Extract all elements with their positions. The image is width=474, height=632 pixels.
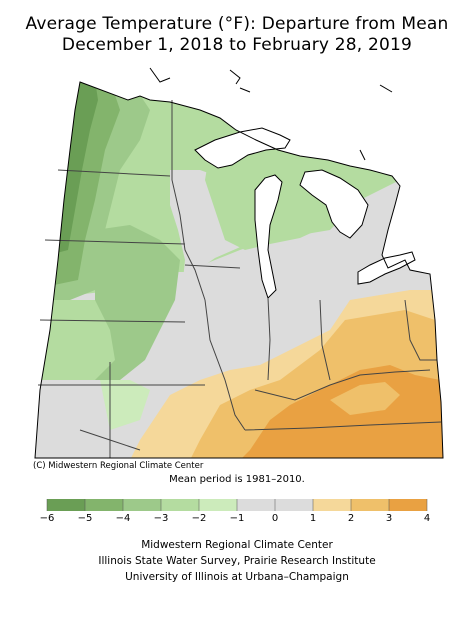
credit-line-2: Illinois State Water Survey, Prairie Res…	[98, 555, 376, 567]
legend-tick-label: −4	[115, 513, 131, 524]
map-outline	[34, 81, 444, 459]
legend-tick-label: −1	[229, 513, 245, 524]
border-ia-mn	[184, 264, 241, 269]
legend-bin	[313, 499, 351, 511]
legend-bin	[275, 499, 313, 511]
state-borders	[38, 100, 442, 458]
great-lakes	[194, 127, 416, 299]
legend-bin	[85, 499, 123, 511]
region-plus-3-to-4	[240, 365, 443, 458]
legend-tick-label: −6	[39, 513, 55, 524]
map-date-range: December 1, 2018 to February 28, 2019	[61, 35, 413, 55]
legend-bin	[351, 499, 389, 511]
legend-tick-label: −5	[77, 513, 93, 524]
copyright-note: (C) Midwestern Regional Climate Center	[33, 461, 204, 471]
legend-tick-label: 0	[271, 513, 279, 524]
legend-bin	[161, 499, 199, 511]
legend-bin	[389, 499, 427, 511]
lake-michigan	[254, 174, 283, 299]
legend-bin	[199, 499, 237, 511]
credit-line-3: University of Illinois at Urbana–Champai…	[125, 571, 349, 583]
border-tx	[79, 429, 141, 451]
border-oh-pa	[404, 299, 437, 361]
border-ne-ks	[39, 319, 186, 323]
legend-tick-label: −2	[191, 513, 207, 524]
border-ky	[254, 369, 431, 401]
legend-tick-label: 4	[423, 513, 431, 524]
credit-line-1: Midwestern Regional Climate Center	[141, 539, 333, 551]
border-il-in	[267, 297, 271, 381]
border-sd-ne	[44, 239, 186, 245]
border-nd-sd	[57, 169, 171, 177]
legend-bin	[123, 499, 161, 511]
mean-period-note: Mean period is 1981–2010.	[169, 474, 305, 485]
legend-tick-label: −3	[153, 513, 169, 524]
canada-coastline	[149, 67, 393, 161]
border-mo-il	[204, 299, 246, 431]
legend-bin	[47, 499, 85, 511]
border-mn-wi	[171, 100, 206, 301]
map-title: Average Temperature (°F): Departure from…	[25, 14, 449, 34]
region-plus-2-to-3-ky	[330, 382, 400, 415]
legend-tick-label: 3	[385, 513, 393, 524]
lake-erie	[357, 251, 416, 285]
border-in-oh	[319, 299, 331, 381]
legend-tick-label: 2	[347, 513, 355, 524]
legend-bin	[237, 499, 275, 511]
lake-huron	[299, 169, 369, 239]
legend-tick-label: 1	[309, 513, 317, 524]
region-kansas-minus-1	[100, 380, 150, 430]
border-tn	[244, 421, 442, 431]
